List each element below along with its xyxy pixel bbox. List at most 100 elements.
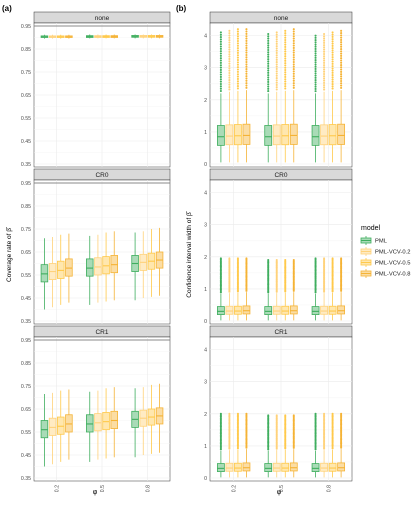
legend-item: PML-VCV-0.8 — [360, 269, 410, 278]
box-PML-VCV-0.2-0.8 — [320, 412, 328, 478]
facet-strip-label: CR1 — [95, 329, 108, 336]
outlier-point — [219, 78, 222, 81]
y-tick-label: 0.65 — [21, 250, 31, 256]
outlier-point — [267, 258, 270, 262]
box-PML-VCV-0.2-0.8 — [139, 387, 147, 455]
box-PML-0.2 — [216, 31, 225, 163]
legend-title: model — [361, 225, 381, 232]
outlier-point — [323, 84, 326, 87]
box-PML-0.2 — [40, 238, 49, 310]
outlier-point — [340, 257, 343, 260]
box-PML-VCV-0.2-0.5 — [94, 390, 102, 460]
legend-item: PML — [360, 236, 388, 245]
box-PML-VCV-0.2-0.5 — [272, 258, 281, 321]
box-PML-VCV-0.2-0.5 — [94, 34, 102, 39]
outlier-point — [228, 55, 231, 58]
outlier-point — [292, 58, 295, 61]
outlier-point — [236, 66, 239, 69]
outlier-point — [323, 55, 326, 58]
outlier-point — [340, 48, 343, 51]
box-PML-VCV-0.8-0.5 — [110, 34, 118, 39]
box-iqr — [225, 124, 234, 146]
box-iqr — [281, 462, 290, 472]
outlier-point — [314, 87, 317, 91]
outlier-point — [236, 68, 239, 71]
outlier-point — [323, 75, 326, 78]
y-tick-label: 0.85 — [21, 204, 31, 210]
outlier-point — [245, 53, 248, 57]
outlier-point — [331, 40, 334, 43]
box-PML-0.5 — [264, 258, 273, 321]
outlier-point — [275, 61, 278, 64]
outlier-point — [228, 50, 231, 53]
outlier-point — [292, 56, 295, 59]
outlier-point — [275, 47, 278, 50]
y-tick-label: 0.45 — [21, 453, 31, 459]
box-PML-VCV-0.2-0.8 — [139, 34, 147, 39]
outlier-point — [323, 35, 326, 38]
y-tick-label: 0.95 — [21, 338, 31, 344]
outlier-point — [323, 88, 326, 91]
outlier-point — [267, 414, 270, 417]
outlier-point — [267, 44, 270, 47]
outlier-point — [228, 57, 231, 61]
outlier-point — [275, 74, 278, 77]
outlier-point — [236, 28, 239, 31]
outlier-point — [331, 87, 334, 90]
outlier-point — [340, 86, 343, 89]
box-PML-VCV-0.5-0.8 — [147, 229, 156, 297]
outlier-point — [219, 61, 222, 64]
outlier-point — [314, 45, 317, 48]
outlier-point — [275, 54, 278, 57]
box-iqr — [264, 306, 273, 315]
outlier-point — [314, 43, 317, 46]
box-PML-VCV-0.2-0.2 — [48, 392, 57, 465]
outlier-point — [314, 47, 317, 51]
outlier-point — [275, 31, 278, 34]
outlier-point — [219, 43, 222, 46]
box-PML-0.2 — [40, 394, 49, 467]
x-tick-label: 0.5 — [100, 485, 106, 492]
x-tick-label: 0.2 — [55, 485, 61, 492]
outlier-point — [267, 85, 270, 88]
outlier-point — [236, 56, 239, 59]
box-PML-0.5 — [86, 391, 94, 462]
box-PML-VCV-0.5-0.8 — [147, 34, 156, 39]
outlier-point — [245, 77, 248, 80]
facet-b-CR0: CR0 0 1 2 3 4 — [204, 168, 353, 325]
box-PML-VCV-0.5-0.8 — [328, 257, 337, 321]
outlier-point — [314, 79, 317, 82]
outlier-point — [236, 257, 239, 260]
outlier-point — [245, 84, 248, 87]
panel-b-label: (b) — [176, 4, 187, 13]
box-iqr — [281, 124, 290, 146]
box-iqr — [328, 462, 337, 472]
outlier-point — [219, 64, 222, 67]
y-tick-label: 0.45 — [21, 296, 31, 302]
outlier-point — [267, 42, 270, 45]
outlier-point — [314, 70, 317, 73]
outlier-point — [275, 40, 278, 43]
outlier-point — [236, 80, 239, 83]
x-tick-label: 0.8 — [145, 485, 151, 492]
outlier-point — [245, 46, 248, 50]
y-tick-label: 0.65 — [21, 93, 31, 99]
outlier-point — [267, 87, 270, 90]
outlier-point — [331, 49, 334, 52]
outlier-point — [275, 258, 278, 262]
box-PML-VCV-0.2-0.8 — [320, 257, 328, 321]
outlier-point — [267, 67, 270, 70]
outlier-point — [284, 258, 287, 262]
outlier-point — [245, 58, 248, 61]
outlier-point — [267, 62, 270, 65]
box-PML-VCV-0.5-0.5 — [102, 34, 110, 39]
box-iqr — [216, 306, 225, 315]
facet-strip-label: none — [274, 15, 289, 22]
box-PML-0.8 — [311, 412, 320, 478]
y-tick-label: 0.55 — [21, 116, 31, 122]
box-PML-0.5 — [86, 34, 94, 39]
outlier-point — [331, 257, 334, 260]
y-tick-label: 0.35 — [21, 476, 31, 482]
outlier-point — [245, 49, 248, 52]
box-iqr — [94, 257, 102, 276]
